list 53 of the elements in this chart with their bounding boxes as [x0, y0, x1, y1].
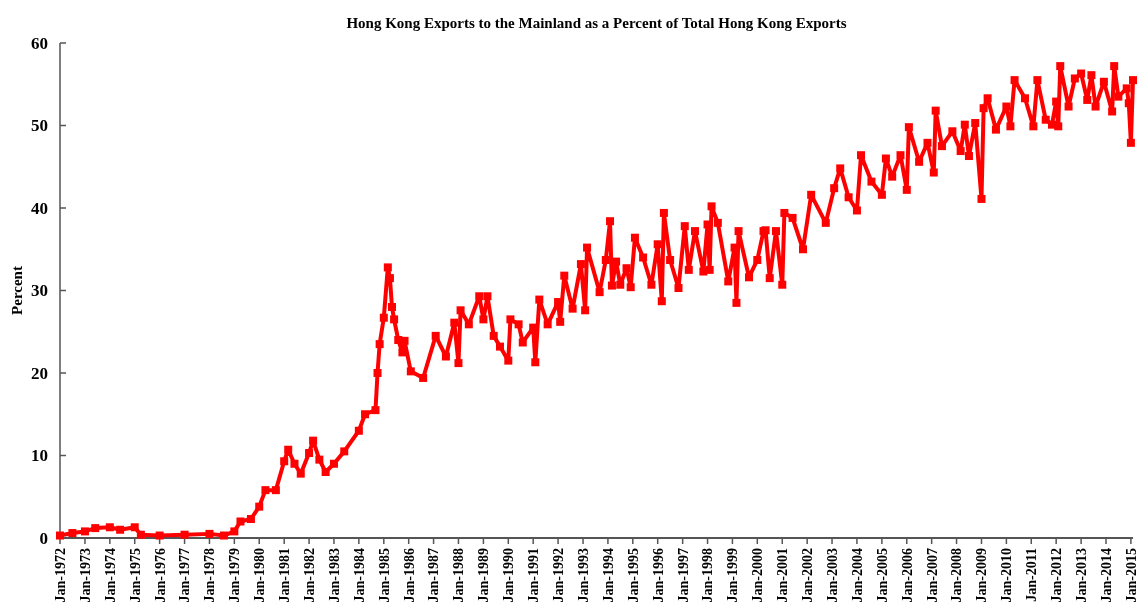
x-tick-label: Jan-1986	[401, 548, 417, 603]
x-tick-label: Jan-1978	[202, 548, 218, 603]
x-tick-label: Jan-1989	[476, 548, 492, 603]
y-tick-label: 30	[31, 281, 48, 301]
y-tick-label: 50	[31, 116, 48, 136]
x-tick-label: Jan-2005	[874, 548, 890, 603]
x-tick-label: Jan-2001	[775, 548, 791, 603]
x-tick-label: Jan-1998	[700, 548, 716, 603]
x-tick-label: Jan-1993	[575, 548, 591, 603]
x-tick-label: Jan-2011	[1024, 548, 1040, 602]
x-tick-label: Jan-1981	[277, 548, 293, 603]
x-tick-label: Jan-1988	[451, 548, 467, 603]
x-tick-label: Jan-2004	[849, 548, 865, 603]
x-tick-label: Jan-1992	[550, 548, 566, 603]
x-tick-label: Jan-1983	[326, 548, 342, 603]
x-tick-label: Jan-2010	[999, 548, 1015, 603]
x-tick-label: Jan-1994	[600, 548, 616, 603]
x-tick-label: Jan-1979	[227, 548, 243, 603]
x-tick-label: Jan-1973	[77, 548, 93, 603]
x-tick-label: Jan-1990	[501, 548, 517, 603]
x-tick-label: Jan-1995	[625, 548, 641, 603]
x-tick-label: Jan-1974	[102, 548, 118, 603]
y-tick-label: 40	[31, 198, 48, 218]
x-tick-label: Jan-2015	[1123, 548, 1139, 603]
x-tick-label: Jan-1982	[301, 548, 317, 603]
x-tick-label: Jan-2008	[949, 548, 965, 603]
x-tick-label: Jan-1985	[376, 548, 392, 603]
x-tick-label: Jan-1996	[650, 548, 666, 603]
x-tick-label: Jan-2013	[1074, 548, 1090, 603]
x-tick-label: Jan-1991	[526, 548, 542, 603]
y-tick-label: 20	[31, 363, 48, 383]
x-tick-label: Jan-2006	[899, 548, 915, 603]
x-tick-label: Jan-2012	[1049, 548, 1065, 603]
y-tick-label: 60	[31, 33, 48, 53]
x-tick-label: Jan-1984	[351, 548, 367, 603]
x-tick-label: Jan-2009	[974, 548, 990, 603]
y-tick-label: 0	[39, 528, 48, 548]
x-tick-label: Jan-1980	[252, 548, 268, 603]
x-tick-label: Jan-2000	[750, 548, 766, 603]
x-tick-label: Jan-1975	[127, 548, 143, 603]
y-tick-label: 10	[31, 446, 48, 466]
chart-title: Hong Kong Exports to the Mainland as a Percent of Total Hong Kong Exports	[346, 15, 847, 31]
x-tick-label: Jan-1977	[177, 548, 193, 603]
x-tick-label: Jan-2002	[800, 548, 816, 603]
x-tick-label: Jan-2014	[1098, 548, 1114, 603]
x-tick-label: Jan-1987	[426, 548, 442, 603]
x-tick-label: Jan-1999	[725, 548, 741, 603]
x-tick-label: Jan-1976	[152, 548, 168, 603]
x-tick-label: Jan-1997	[675, 548, 691, 603]
x-tick-label: Jan-2003	[824, 548, 840, 603]
x-tick-label: Jan-1972	[52, 548, 68, 603]
x-tick-label: Jan-2007	[924, 548, 940, 603]
y-axis-title: Percent	[9, 266, 25, 315]
